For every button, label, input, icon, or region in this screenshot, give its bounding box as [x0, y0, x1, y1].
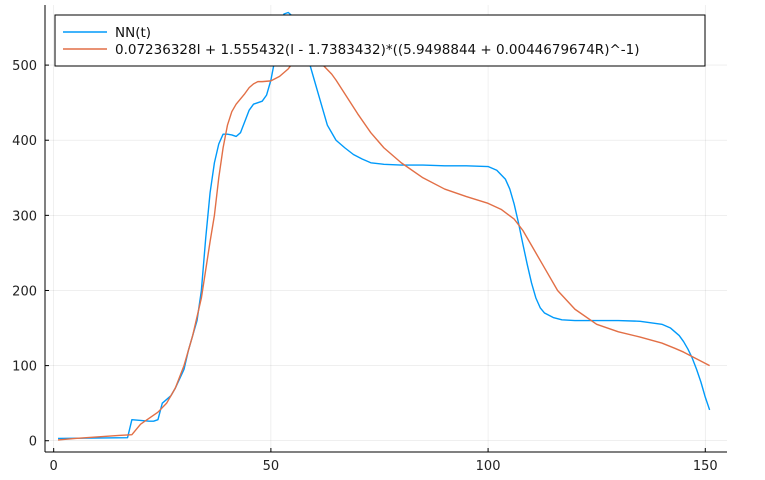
series-lines: [57, 11, 711, 441]
legend: NN(t)0.07236328I + 1.555432(I - 1.738343…: [54, 14, 706, 67]
series-line-1: [58, 11, 711, 440]
x-tick-label: 100: [476, 459, 501, 474]
y-tick-label: 200: [12, 284, 37, 299]
series-line-2: [57, 52, 710, 441]
y-tick-label: 0: [29, 435, 37, 450]
legend-label-2: 0.07236328I + 1.555432(I - 1.7383432)*((…: [115, 42, 640, 58]
axes: [44, 5, 727, 453]
x-tick-label: 0: [50, 459, 58, 474]
grid-lines: [45, 5, 727, 452]
x-tick-label: 50: [263, 459, 280, 474]
y-tick-label: 500: [12, 59, 37, 74]
tick-labels: 0 50 100 150 0 100 200 300 400 500: [12, 59, 718, 474]
y-tick-label: 100: [12, 360, 37, 375]
legend-box: [54, 14, 706, 67]
legend-label-1: NN(t): [115, 25, 151, 41]
y-tick-label: 300: [12, 209, 37, 224]
y-tick-label: 400: [12, 134, 37, 149]
x-tick-label: 150: [693, 459, 718, 474]
